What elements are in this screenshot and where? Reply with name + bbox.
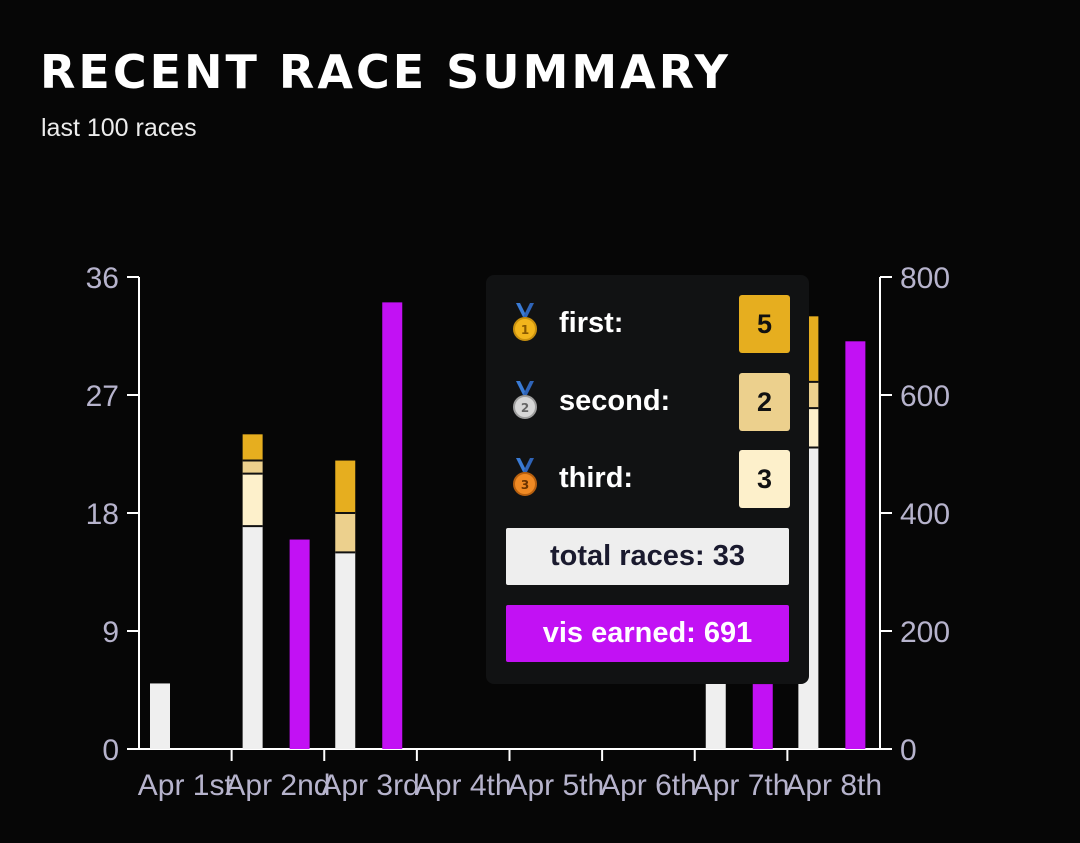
bar-first bbox=[242, 434, 263, 461]
bar-vis-earned bbox=[845, 341, 866, 749]
tooltip-row-second: 2 second: 2 bbox=[510, 373, 790, 431]
tooltip-third-label: third: bbox=[559, 462, 634, 494]
bar-second bbox=[242, 460, 263, 474]
x-tick-label: Apr 2nd bbox=[225, 769, 330, 802]
bronze-medal-icon: 3 bbox=[513, 458, 537, 496]
x-tick-label: Apr 1st bbox=[138, 769, 234, 802]
y-right-tick-label: 600 bbox=[900, 380, 950, 413]
y-left-tick-label: 0 bbox=[102, 734, 119, 767]
tooltip-first-label: first: bbox=[559, 307, 624, 339]
y-left-tick-label: 18 bbox=[86, 498, 119, 531]
tooltip-vis-earned: vis earned: 691 bbox=[506, 605, 789, 662]
bar-vis-earned bbox=[752, 684, 773, 749]
bar-other bbox=[705, 683, 726, 749]
x-tick-label: Apr 4th bbox=[415, 769, 512, 802]
y-left-tick-label: 27 bbox=[86, 380, 119, 413]
svg-text:3: 3 bbox=[521, 478, 529, 492]
x-tick-label: Apr 5th bbox=[507, 769, 604, 802]
tooltip-second-value: 2 bbox=[739, 373, 790, 431]
tooltip-third-value: 3 bbox=[739, 450, 790, 508]
x-tick-label: Apr 6th bbox=[600, 769, 697, 802]
gold-medal-icon: 1 bbox=[513, 303, 537, 341]
y-left-tick-label: 9 bbox=[102, 616, 119, 649]
bar-vis-earned bbox=[382, 302, 403, 749]
tooltip-first-value: 5 bbox=[739, 295, 790, 353]
x-tick-label: Apr 7th bbox=[693, 769, 790, 802]
tooltip-second-label: second: bbox=[559, 385, 671, 417]
x-tick-label: Apr 8th bbox=[785, 769, 882, 802]
chart-tooltip: 1 first: 5 2 second: 2 3 third: 3 total … bbox=[486, 275, 809, 684]
silver-medal-icon: 2 bbox=[513, 381, 537, 419]
bar-other bbox=[335, 552, 356, 749]
chart-title: RECENT RACE SUMMARY bbox=[40, 45, 731, 99]
y-right-tick-label: 800 bbox=[900, 262, 950, 295]
tooltip-total-races: total races: 33 bbox=[506, 528, 789, 585]
y-right-tick-label: 200 bbox=[900, 616, 950, 649]
svg-text:2: 2 bbox=[521, 401, 529, 415]
x-tick-label: Apr 3rd bbox=[321, 769, 419, 802]
y-right-tick-label: 400 bbox=[900, 498, 950, 531]
tooltip-row-third: 3 third: 3 bbox=[510, 450, 790, 508]
chart-subtitle: last 100 races bbox=[41, 114, 197, 142]
tooltip-row-first: 1 first: 5 bbox=[510, 295, 790, 353]
y-left-tick-label: 36 bbox=[86, 262, 119, 295]
svg-text:1: 1 bbox=[521, 323, 529, 337]
bar-first bbox=[335, 460, 356, 513]
bar-other bbox=[242, 526, 263, 749]
y-right-tick-label: 0 bbox=[900, 734, 917, 767]
bar-other bbox=[150, 683, 170, 749]
bar-second bbox=[335, 513, 356, 553]
bar-third bbox=[242, 473, 263, 527]
bar-vis-earned bbox=[289, 539, 310, 749]
